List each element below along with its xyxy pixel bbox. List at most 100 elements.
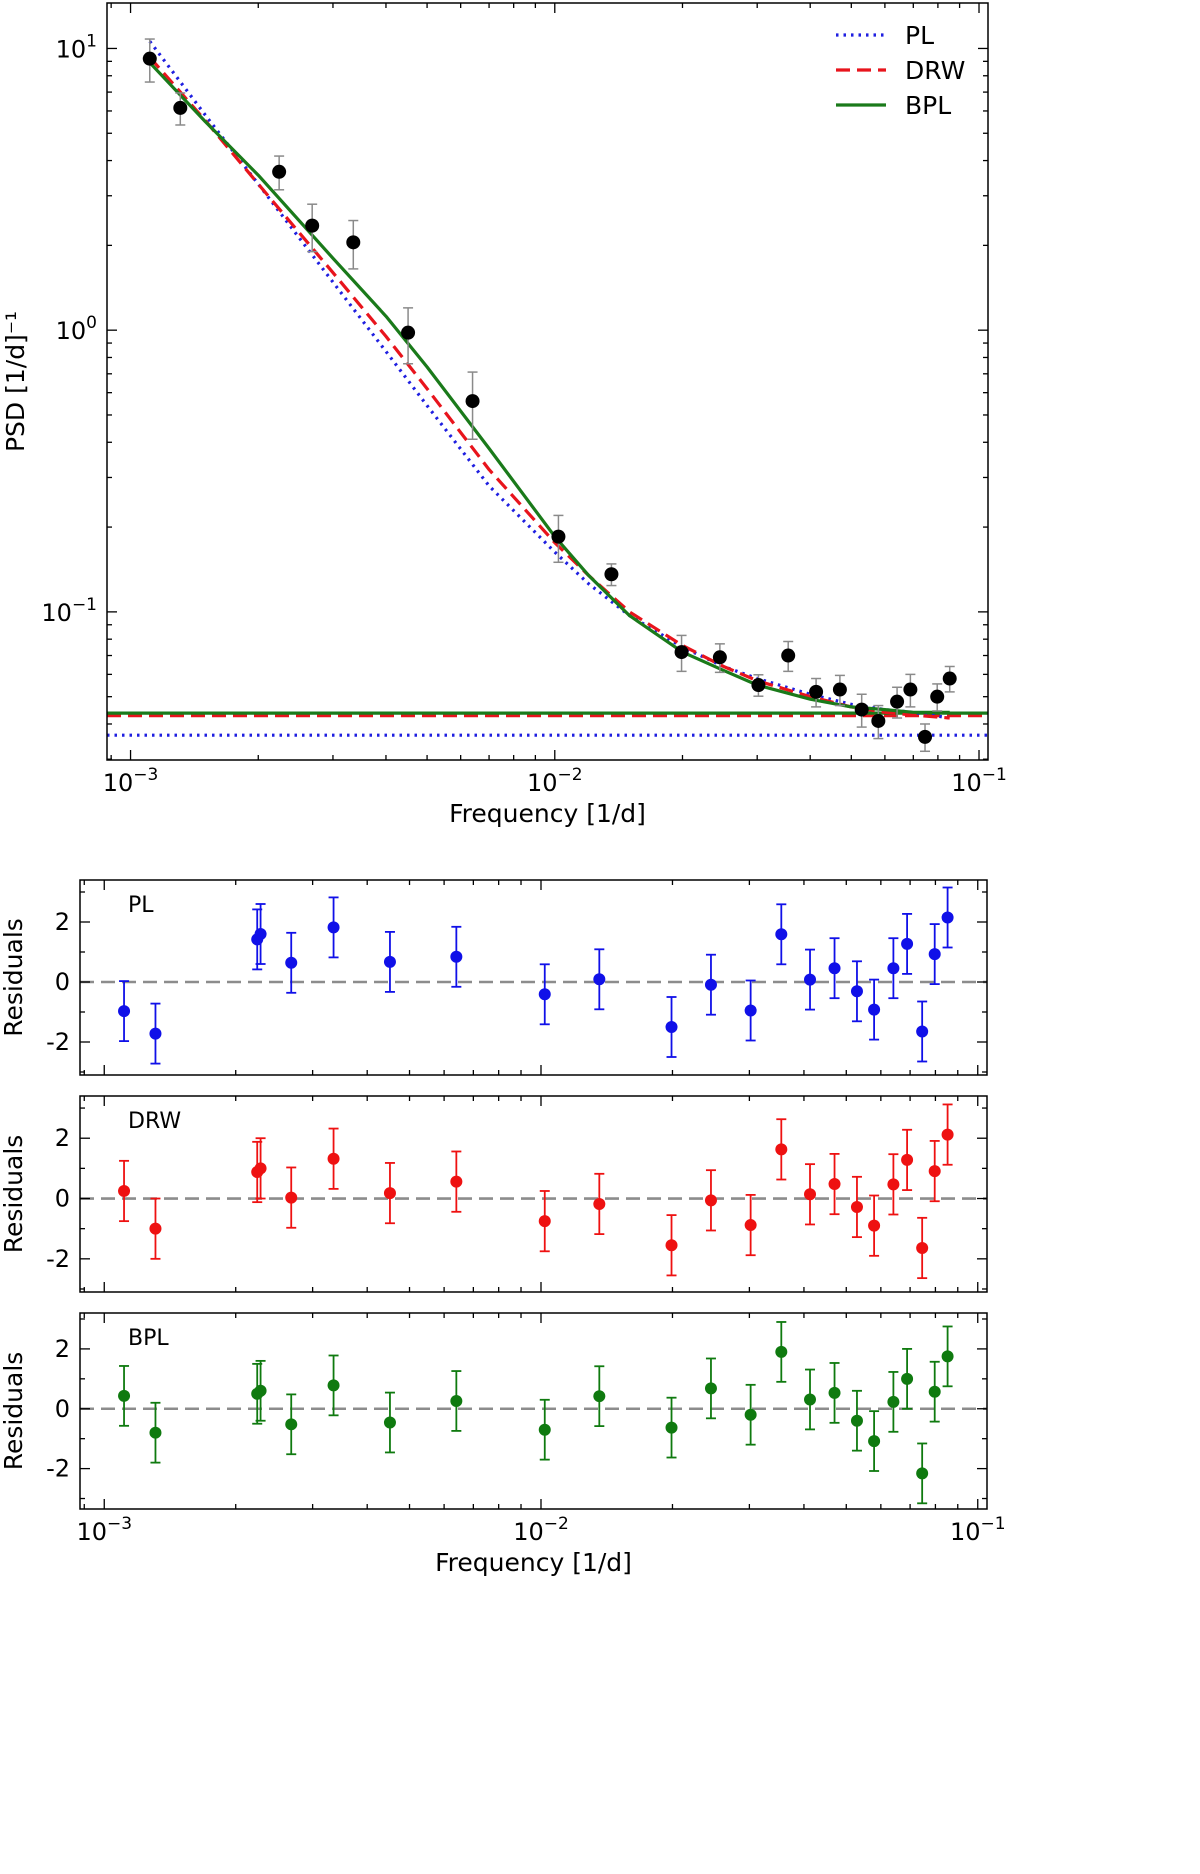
psd-point (890, 694, 905, 709)
y-tick-label: -2 (46, 1455, 70, 1483)
residual-point (804, 973, 817, 986)
residual-point (704, 1194, 717, 1207)
residual-point (901, 937, 914, 950)
legend: PL DRW BPL (836, 21, 965, 120)
residual-point (901, 1153, 914, 1166)
x-tick-label: 10−2 (527, 765, 583, 797)
residual-point (450, 1394, 463, 1407)
panel-label-pl: PL (128, 893, 154, 918)
residual-axes-frame (79, 1312, 988, 1510)
psd-ticks (107, 3, 988, 760)
residual-point (665, 1239, 678, 1252)
residual-point (254, 1162, 267, 1175)
y-tick-label: 101 (56, 31, 97, 63)
residual-point (450, 950, 463, 963)
residual-point (850, 1200, 863, 1213)
residual-point (941, 1128, 954, 1141)
psd-point (305, 218, 320, 233)
residual-ticks (80, 1313, 987, 1509)
y-tick-label: 0 (55, 1395, 70, 1423)
residual-point (828, 1178, 841, 1191)
residual-point (744, 1219, 757, 1232)
residual-point (928, 1165, 941, 1178)
residual-point (254, 928, 267, 940)
psd-point (871, 713, 886, 728)
residual-point (916, 1025, 929, 1038)
residual-point (887, 1178, 900, 1191)
residual-y-axis-label: Residuals (0, 918, 28, 1037)
psd-point (918, 729, 933, 744)
residual-point (828, 1386, 841, 1399)
psd-x-axis-label: Frequency [1/d] (449, 799, 646, 828)
residual-point (828, 962, 841, 975)
residual-point (285, 1191, 298, 1204)
residual-point (744, 1408, 757, 1421)
residual-point (285, 956, 298, 969)
psd-point (751, 678, 766, 693)
residual-point (928, 1385, 941, 1398)
x-tick-label: 10−3 (103, 765, 159, 797)
legend-label-bpl: BPL (905, 91, 951, 120)
residual-point (450, 1175, 463, 1188)
residual-point (118, 1389, 131, 1402)
x-tick-label: 10−2 (513, 1514, 569, 1546)
residual-point (744, 1004, 757, 1017)
psd-y-axis-label: PSD [1/d]⁻¹ (1, 311, 30, 452)
psd-point (272, 164, 287, 179)
model-line-pl (148, 40, 950, 720)
psd-panel: 10−3 10−2 10−1 10−1 100 101 Frequency [1/d] PSD… (1, 2, 1007, 828)
residual-point (868, 1219, 881, 1232)
psd-point (142, 51, 157, 66)
psd-point (401, 325, 416, 340)
y-tick-label: 0 (55, 968, 70, 996)
residual-point (775, 1345, 788, 1358)
residual-point (149, 1426, 162, 1439)
psd-point (712, 650, 727, 665)
y-tick-label: 10−1 (41, 595, 97, 627)
x-tick-label: 10−1 (951, 765, 1007, 797)
model-line-drw (148, 56, 950, 720)
residual-x-axis-label: Frequency [1/d] (435, 1548, 632, 1577)
residual-panel-pl: -2 0 2 Residuals PL (0, 879, 988, 1076)
residual-point (928, 948, 941, 961)
y-tick-label: 2 (55, 1124, 70, 1152)
psd-point (346, 235, 361, 250)
psd-point (604, 567, 619, 582)
psd-plot-area (107, 38, 988, 753)
residual-point (941, 1350, 954, 1363)
psd-point (832, 682, 847, 697)
residual-axes-frame (79, 879, 988, 1076)
residual-point (383, 955, 396, 968)
model-line-bpl (148, 61, 950, 714)
psd-point (781, 648, 796, 663)
residual-point (887, 1395, 900, 1408)
residual-point (118, 1184, 131, 1197)
psd-point (465, 394, 480, 409)
residual-point (327, 1379, 340, 1392)
psd-axes-frame (106, 2, 989, 761)
residual-point (804, 1188, 817, 1201)
residual-point (383, 1416, 396, 1429)
psd-point (930, 689, 945, 704)
y-tick-label: -2 (46, 1028, 70, 1056)
psd-point (551, 529, 566, 544)
residual-point (804, 1393, 817, 1406)
psd-point (854, 702, 869, 717)
residual-y-axis-label: Residuals (0, 1135, 28, 1254)
residual-point (327, 921, 340, 934)
y-tick-label: 0 (55, 1185, 70, 1213)
x-tick-label: 10−1 (950, 1514, 1006, 1546)
residual-point (850, 985, 863, 998)
x-tick-label: 10−3 (76, 1514, 132, 1546)
residual-point (868, 1003, 881, 1016)
residual-point (538, 988, 551, 1001)
psd-point (942, 671, 957, 686)
residual-point (868, 1435, 881, 1448)
residual-ticks (80, 880, 987, 1075)
residual-axes-frame (79, 1095, 988, 1293)
psd-point (903, 682, 918, 697)
residual-point (916, 1241, 929, 1254)
residual-point (149, 1222, 162, 1235)
panel-label-bpl: BPL (128, 1326, 169, 1351)
